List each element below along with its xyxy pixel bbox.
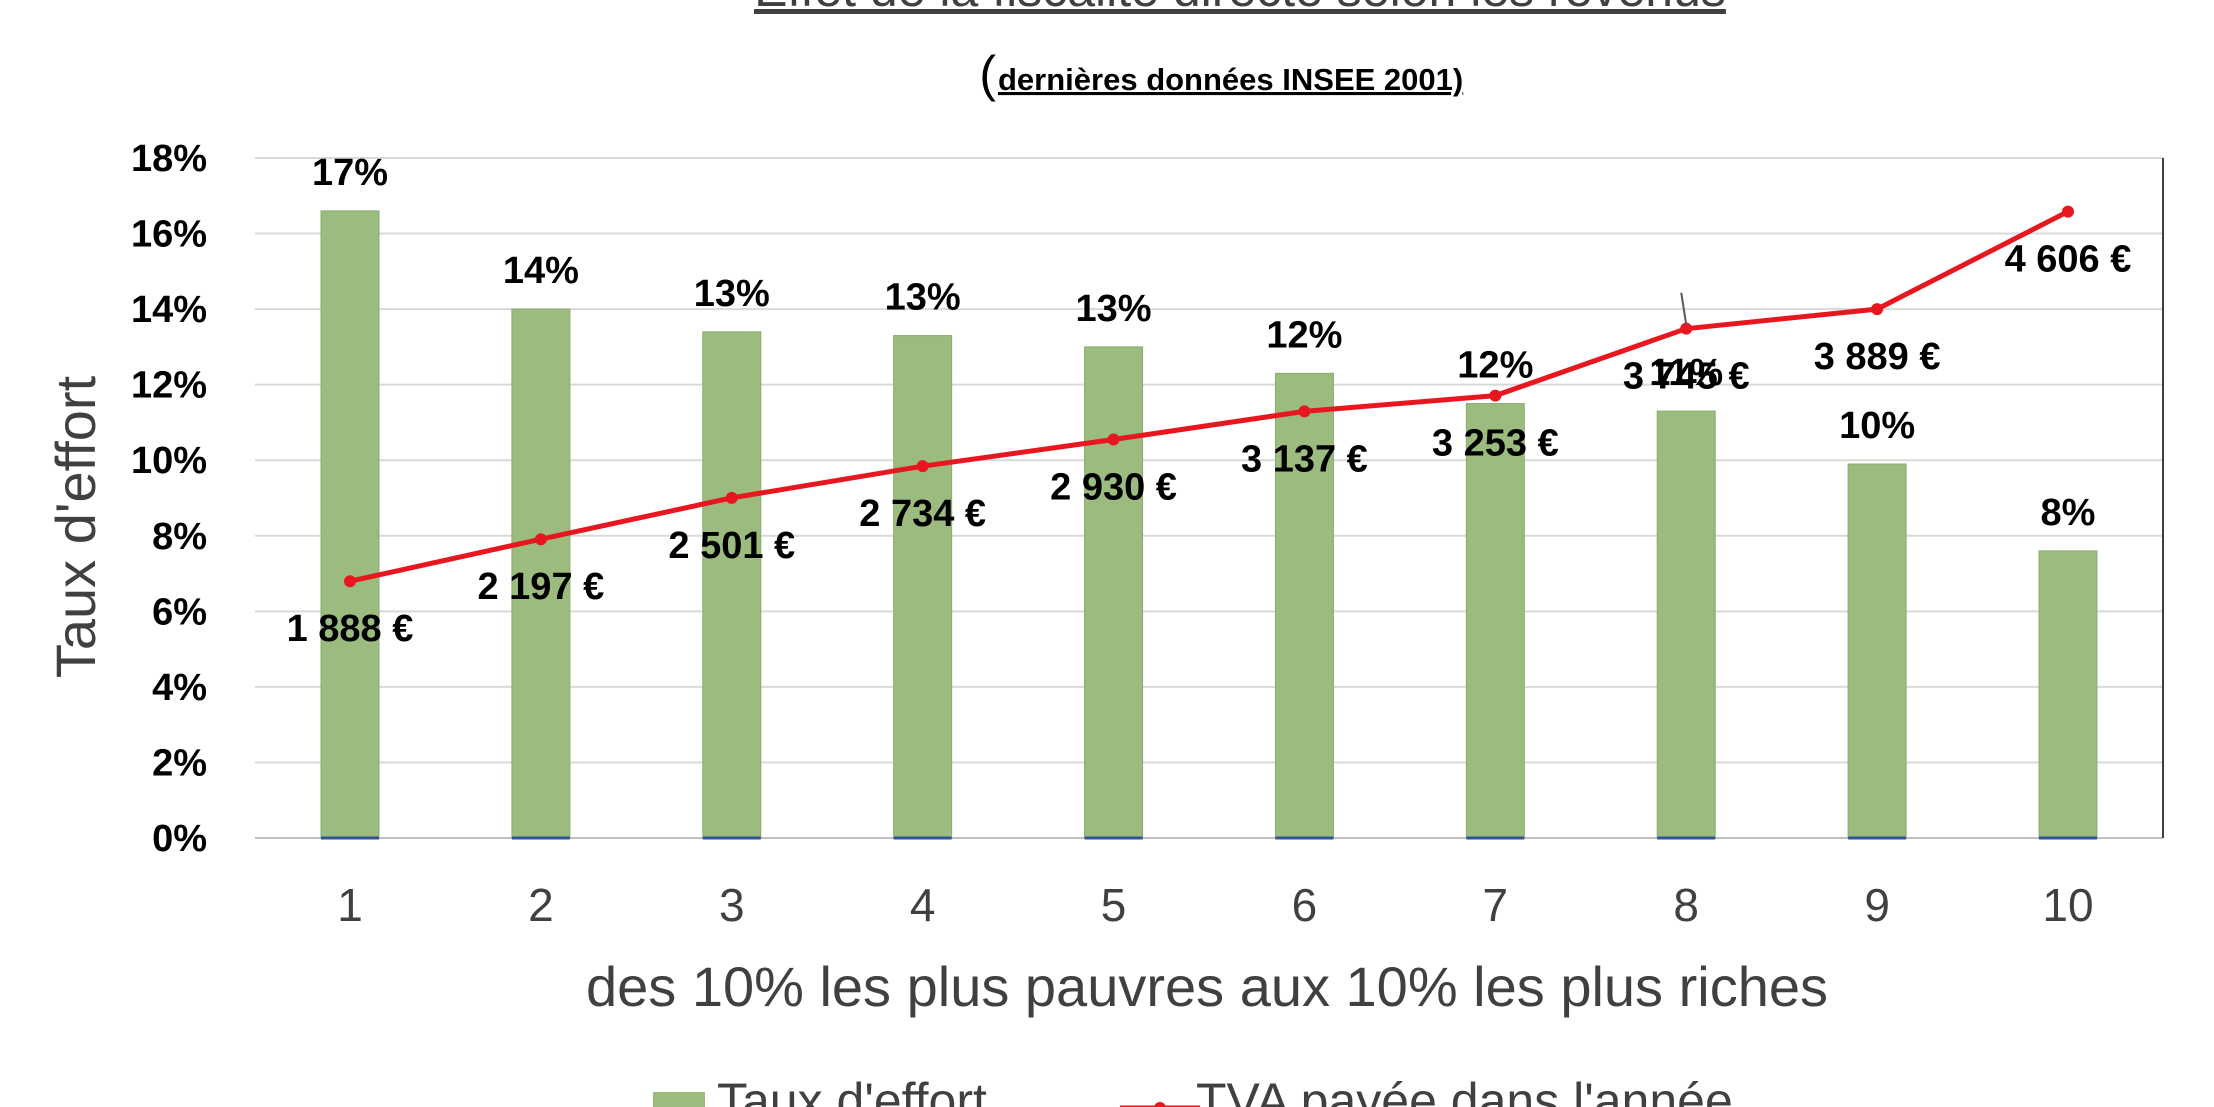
bar-data-label: 13%: [1076, 288, 1152, 330]
y-tick-label: 6%: [152, 591, 207, 633]
bar-data-label: 10%: [1839, 405, 1915, 447]
bar-data-label: 17%: [312, 152, 388, 194]
legend: Taux d'effort TVA payée dans l'année: [653, 1073, 1733, 1107]
legend-swatch-bars: [653, 1092, 705, 1107]
bar-data-label: 12%: [1266, 314, 1342, 356]
line-marker: [1871, 303, 1884, 316]
chart-title: Effet de la fiscalité directe selon les …: [754, 0, 1726, 17]
y-tick-label: 10%: [131, 440, 207, 482]
x-tick-label: 10: [2042, 879, 2093, 931]
label-leader-line: [1680, 292, 1688, 325]
gridlines: [255, 157, 2163, 839]
line-series: [344, 205, 2074, 588]
x-tick-label: 7: [1483, 879, 1509, 931]
x-tick-label: 2: [528, 879, 554, 931]
x-tick-label: 4: [910, 879, 936, 931]
x-tick-label: 1: [337, 879, 363, 931]
legend-label-line: TVA payée dans l'année: [1196, 1073, 1733, 1107]
line-marker: [1107, 433, 1120, 446]
line-data-label: 1 888 €: [287, 608, 414, 650]
line-data-label: 4 606 €: [2005, 239, 2132, 281]
line-data-label: 3 137 €: [1241, 438, 1368, 480]
subtitle-paren: (: [979, 46, 996, 102]
y-tick-label: 0%: [152, 818, 207, 860]
x-tick-label: 9: [1864, 879, 1890, 931]
x-tick-label: 6: [1292, 879, 1318, 931]
line-data-label: 2 197 €: [477, 566, 604, 608]
bar: [1274, 372, 1334, 839]
bar: [702, 331, 762, 839]
line-marker: [916, 460, 929, 473]
x-tick-label: 3: [719, 879, 745, 931]
line-marker: [725, 491, 738, 504]
series-line: [349, 209, 2070, 584]
y-tick-label: 16%: [131, 214, 207, 256]
line-data-label: 3 889 €: [1814, 336, 1941, 378]
axes: 0% 2% 4% 6% 8% 10% 12% 14% 16% 18% 1 2 3 4 5 6 7 8 9 10: [131, 138, 2164, 931]
bar-data-label: 14%: [503, 250, 579, 292]
line-data-label: 2 930 €: [1050, 467, 1177, 509]
bar-data-label: 8%: [2041, 492, 2096, 534]
bar-data-label: 11%: [1649, 352, 1723, 394]
bar: [893, 335, 953, 839]
bar: [2038, 550, 2098, 839]
line-marker: [2062, 205, 2074, 218]
x-tick-label: 5: [1101, 879, 1127, 931]
line-marker: [534, 533, 547, 546]
bar: [1465, 403, 1525, 839]
y-tick-label: 2%: [152, 742, 207, 784]
line-data-label: 2 734 €: [859, 493, 986, 535]
line-marker: [1489, 389, 1502, 402]
chart-subtitle: dernières données INSEE 2001): [998, 62, 1463, 97]
bar-series: [320, 210, 2098, 840]
x-tick-label: 8: [1673, 879, 1699, 931]
bar: [1084, 346, 1144, 839]
legend-label-bars: Taux d'effort: [717, 1073, 987, 1107]
line-marker: [1298, 405, 1311, 418]
bar: [1656, 410, 1716, 839]
y-tick-label: 18%: [131, 138, 207, 180]
line-marker: [344, 575, 356, 588]
bar-data-label: 13%: [694, 273, 770, 315]
line-data-label: 3 253 €: [1432, 423, 1559, 465]
line-marker: [1680, 322, 1693, 335]
bar-data-label: 13%: [885, 277, 961, 319]
y-tick-label: 12%: [131, 365, 207, 407]
line-data-label: 2 501 €: [668, 525, 795, 567]
y-tick-label: 8%: [152, 516, 207, 558]
bar: [511, 308, 571, 839]
bar: [320, 210, 380, 839]
bar: [1847, 463, 1907, 839]
y-tick-label: 4%: [152, 667, 207, 709]
y-tick-label: 14%: [131, 289, 207, 331]
x-axis-title: des 10% les plus pauvres aux 10% les plu…: [586, 955, 1828, 1018]
legend-swatch-marker: [1154, 1102, 1166, 1107]
bar-data-label: 12%: [1457, 345, 1533, 387]
data-labels: 17% 14% 13% 13% 13% 12% 12% 11% 10% 8% 1 888 € 2 19…: [287, 152, 2132, 650]
y-axis-title: Taux d'effort: [44, 375, 107, 678]
line-data-label: 3 745 €: [1623, 356, 1750, 398]
